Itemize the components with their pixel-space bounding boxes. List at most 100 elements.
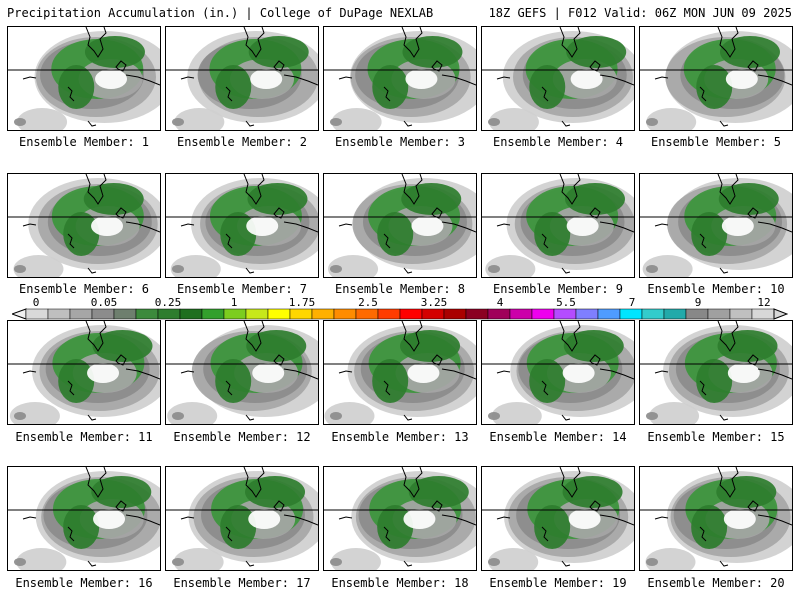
ensemble-map-panel bbox=[165, 173, 319, 278]
coastline bbox=[22, 516, 37, 520]
ensemble-map-panel bbox=[639, 173, 793, 278]
coastline bbox=[431, 60, 443, 72]
coastline bbox=[383, 380, 391, 396]
ensemble-member-label: Ensemble Member: 9 bbox=[492, 282, 624, 296]
ensemble-member-label: Ensemble Member: 13 bbox=[331, 430, 469, 444]
colorbar-swatch bbox=[509, 308, 533, 320]
coastline bbox=[245, 267, 255, 274]
colorbar-swatch bbox=[157, 308, 181, 320]
coastline bbox=[383, 86, 391, 102]
coastline bbox=[273, 207, 285, 219]
ensemble-map-panel bbox=[639, 466, 793, 571]
coastline bbox=[401, 321, 423, 352]
ensemble-member-label: Ensemble Member: 2 bbox=[176, 135, 308, 149]
colorbar-tick-label: 2.5 bbox=[358, 296, 378, 309]
coastline bbox=[561, 120, 571, 127]
coastline bbox=[654, 76, 669, 80]
coastline bbox=[496, 223, 511, 227]
coastline bbox=[273, 354, 285, 366]
colorbar-swatch bbox=[597, 308, 621, 320]
ensemble-member-label: Ensemble Member: 7 bbox=[176, 282, 308, 296]
coastline bbox=[561, 560, 571, 567]
ensemble-map-panel bbox=[639, 26, 793, 131]
coastline bbox=[589, 500, 601, 512]
precip-map bbox=[482, 321, 634, 424]
colorbar-tick-label: 9 bbox=[694, 296, 702, 309]
coastline bbox=[699, 526, 707, 542]
ensemble-member-label: Ensemble Member: 6 bbox=[18, 282, 150, 296]
ensemble-map-panel bbox=[7, 26, 161, 131]
colorbar-tick-label: 1 bbox=[230, 296, 238, 309]
colorbar-swatch bbox=[377, 308, 401, 320]
ensemble-map-panel bbox=[165, 26, 319, 131]
colorbar-tick-label: 1.75 bbox=[288, 296, 316, 309]
ensemble-map-panel bbox=[323, 26, 477, 131]
model-run-info: 18Z GEFS | F012 Valid: 06Z MON JUN 09 20… bbox=[488, 6, 792, 20]
coastline bbox=[559, 321, 581, 352]
ensemble-map-panel bbox=[481, 173, 635, 278]
colorbar bbox=[12, 308, 788, 320]
coastline bbox=[561, 414, 571, 421]
precip-map bbox=[640, 321, 792, 424]
ensemble-map-panel bbox=[7, 173, 161, 278]
colorbar-swatch bbox=[289, 308, 313, 320]
coastline bbox=[338, 516, 353, 520]
coastline bbox=[403, 414, 413, 421]
precip-map bbox=[166, 27, 318, 130]
coastline bbox=[719, 120, 729, 127]
colorbar-swatch bbox=[729, 308, 753, 320]
ensemble-member-label: Ensemble Member: 14 bbox=[489, 430, 627, 444]
colorbar-swatch bbox=[487, 308, 511, 320]
coastline bbox=[338, 76, 353, 80]
colorbar-min-arrow bbox=[12, 308, 27, 320]
colorbar-tick-label: 4 bbox=[496, 296, 504, 309]
precip-map bbox=[640, 174, 792, 277]
colorbar-tick-label: 0.25 bbox=[154, 296, 182, 309]
precip-map bbox=[482, 467, 634, 570]
coastline bbox=[125, 74, 160, 86]
coastline bbox=[283, 221, 318, 233]
colorbar-swatch bbox=[465, 308, 489, 320]
ensemble-map-panel bbox=[481, 466, 635, 571]
ensemble-member-label: Ensemble Member: 3 bbox=[334, 135, 466, 149]
colorbar-swatch bbox=[399, 308, 423, 320]
colorbar-swatch bbox=[245, 308, 269, 320]
coastline bbox=[87, 560, 97, 567]
chart-title: Precipitation Accumulation (in.) | Colle… bbox=[7, 6, 434, 20]
precip-map bbox=[482, 27, 634, 130]
coastline bbox=[654, 370, 669, 374]
coastline bbox=[125, 514, 160, 526]
coastline bbox=[599, 514, 634, 526]
ensemble-member-label: Ensemble Member: 19 bbox=[489, 576, 627, 590]
coastline bbox=[67, 86, 75, 102]
ensemble-map-panel bbox=[639, 320, 793, 425]
coastline bbox=[22, 76, 37, 80]
colorbar-swatch bbox=[135, 308, 159, 320]
coastline bbox=[699, 380, 707, 396]
coastline bbox=[599, 74, 634, 86]
coastline bbox=[401, 467, 423, 498]
colorbar-swatch bbox=[641, 308, 665, 320]
coastline bbox=[757, 514, 792, 526]
coastline bbox=[717, 174, 739, 205]
coastline bbox=[115, 500, 127, 512]
coastline bbox=[747, 60, 759, 72]
ensemble-map-panel bbox=[165, 320, 319, 425]
precip-map bbox=[324, 27, 476, 130]
coastline bbox=[180, 76, 195, 80]
precip-map bbox=[324, 321, 476, 424]
coastline bbox=[383, 526, 391, 542]
coastline bbox=[589, 207, 601, 219]
coastline bbox=[401, 27, 423, 58]
colorbar-swatch bbox=[443, 308, 467, 320]
precip-map bbox=[166, 467, 318, 570]
coastline bbox=[441, 221, 476, 233]
colorbar-swatch bbox=[91, 308, 115, 320]
coastline bbox=[283, 368, 318, 380]
coastline bbox=[87, 414, 97, 421]
precip-map bbox=[166, 321, 318, 424]
ensemble-member-label: Ensemble Member: 15 bbox=[647, 430, 785, 444]
colorbar-tick-label: 3.25 bbox=[420, 296, 448, 309]
ensemble-member-label: Ensemble Member: 17 bbox=[173, 576, 311, 590]
precip-map bbox=[166, 174, 318, 277]
